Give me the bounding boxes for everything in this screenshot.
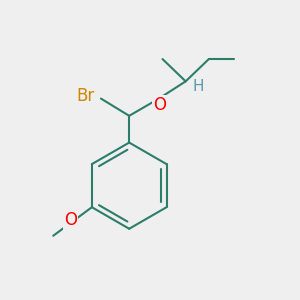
Text: H: H: [192, 79, 204, 94]
Text: O: O: [153, 96, 166, 114]
Text: Br: Br: [76, 87, 94, 105]
Text: O: O: [64, 211, 77, 229]
